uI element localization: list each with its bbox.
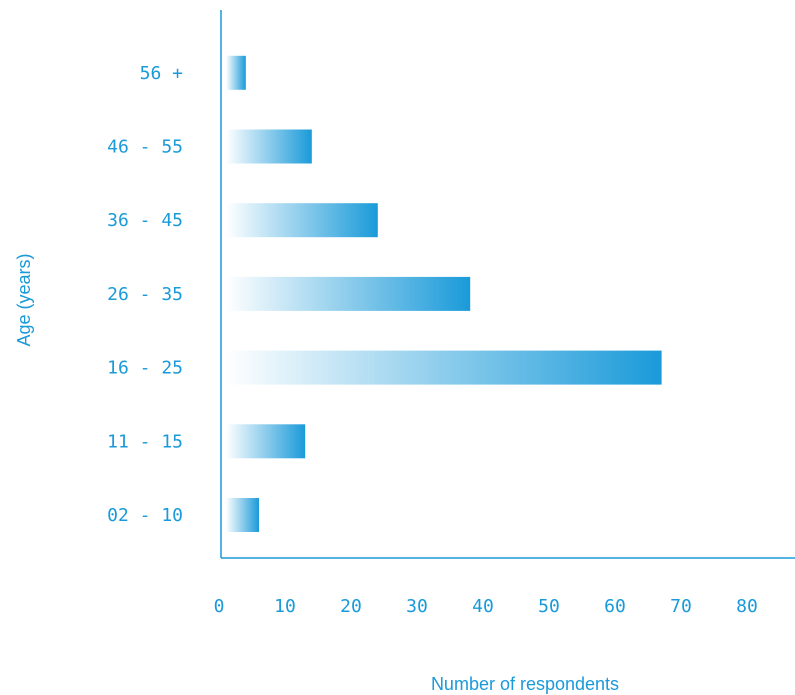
y-tick-label: 46 - 55 xyxy=(107,137,183,158)
y-tick-label: 16 - 25 xyxy=(107,358,183,379)
bars-group xyxy=(226,55,662,532)
bar-02-10 xyxy=(226,498,259,532)
bar-11-15 xyxy=(226,424,306,459)
y-tick-label: 56 + xyxy=(140,63,184,84)
x-axis-title: Number of respondents xyxy=(431,674,619,694)
bar-26-35 xyxy=(226,276,471,311)
x-tick-label: 10 xyxy=(274,596,296,617)
y-tick-label: 36 - 45 xyxy=(107,210,183,231)
y-tick-label: 02 - 10 xyxy=(107,505,183,526)
x-tick-label: 40 xyxy=(472,596,494,617)
x-tick-label: 60 xyxy=(604,596,626,617)
x-tick-labels: 0 10 20 30 40 50 60 70 80 xyxy=(214,596,758,617)
bar-16-25 xyxy=(226,350,662,385)
x-tick-label: 20 xyxy=(340,596,362,617)
y-tick-label: 26 - 35 xyxy=(107,284,183,305)
x-tick-label: 30 xyxy=(406,596,428,617)
bar-56 xyxy=(226,55,246,90)
x-tick-label: 50 xyxy=(538,596,560,617)
bar-36-45 xyxy=(226,203,378,238)
x-tick-label: 0 xyxy=(214,596,225,617)
y-axis-title: Age (years) xyxy=(14,253,34,346)
y-tick-label: 11 - 15 xyxy=(107,431,183,452)
x-tick-label: 70 xyxy=(670,596,692,617)
x-tick-label: 80 xyxy=(736,596,758,617)
y-tick-labels: 02 - 10 11 - 15 16 - 25 26 - 35 36 - 45 46 - … xyxy=(107,63,183,526)
bar-46-55 xyxy=(226,129,312,164)
